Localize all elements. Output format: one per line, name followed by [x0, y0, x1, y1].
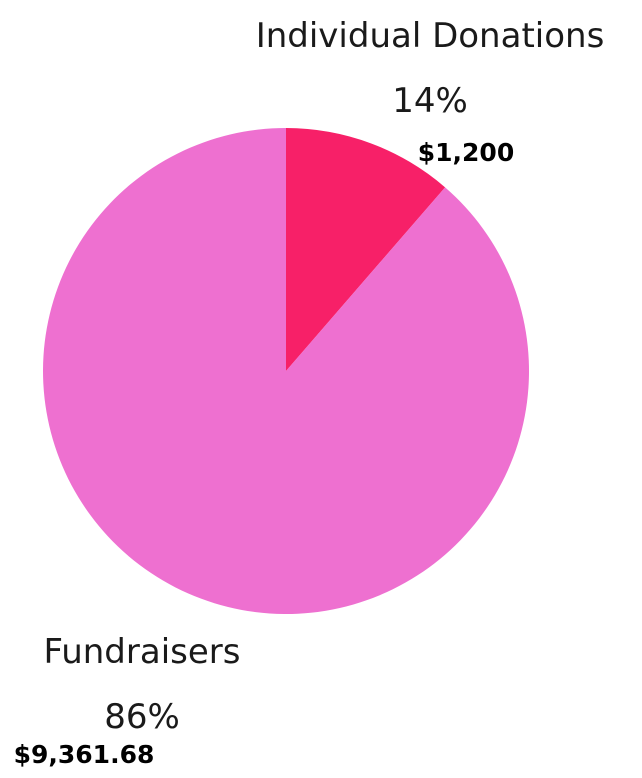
slice-percent-individual-donations: 14% — [392, 81, 468, 121]
pie-slice-fundraisers — [43, 128, 530, 614]
slice-label-individual-donations: Individual Donations — [256, 16, 605, 56]
slice-amount-individual-donations: $1,200 — [418, 138, 514, 167]
slice-percent-fundraisers: 86% — [104, 697, 180, 737]
slice-amount-fundraisers: $9,361.68 — [14, 740, 155, 769]
pie-slice-individual-donations — [286, 128, 446, 371]
pie-slices — [43, 128, 530, 614]
slice-label-fundraisers: Fundraisers — [44, 632, 241, 672]
